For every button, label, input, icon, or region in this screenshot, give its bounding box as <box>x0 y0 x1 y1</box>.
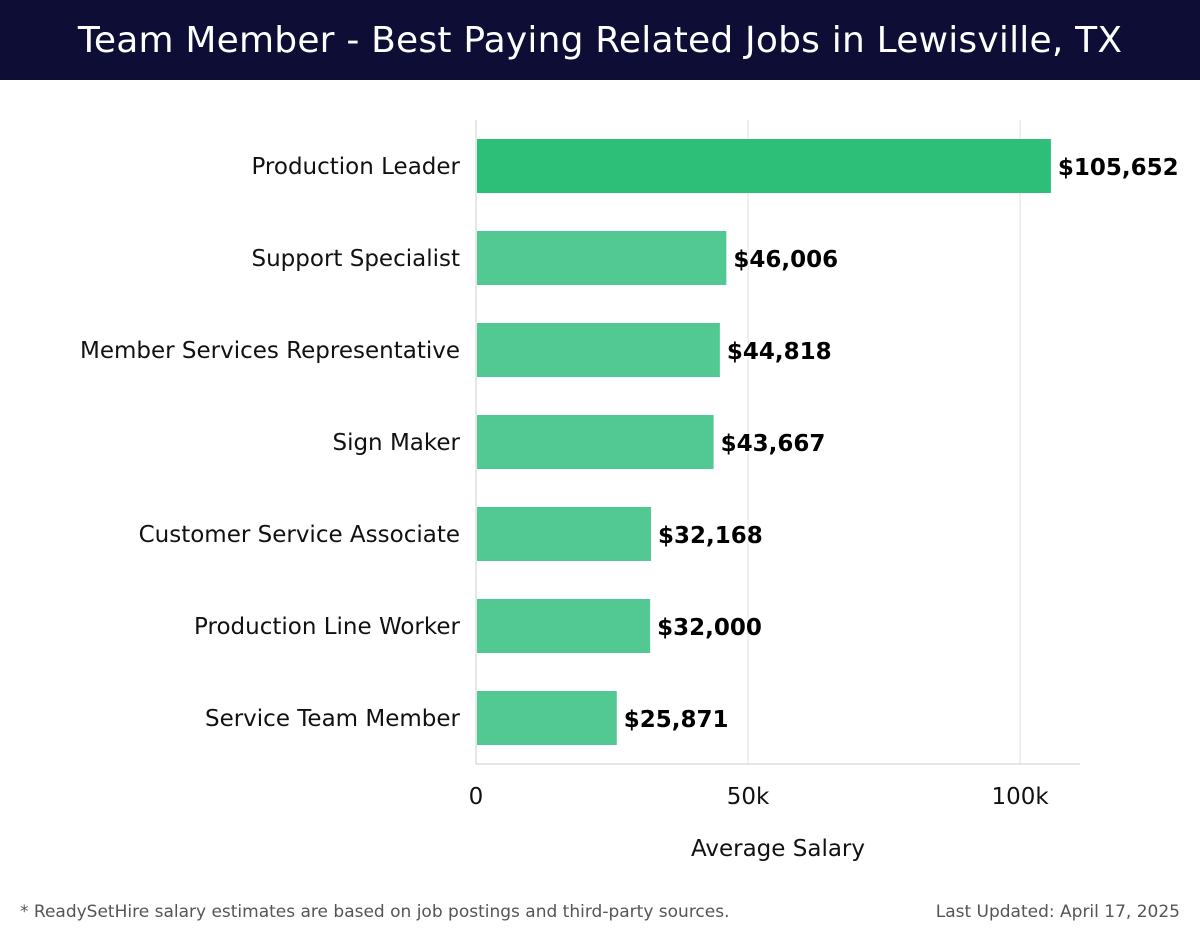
bar <box>477 599 651 653</box>
x-axis-title: Average Salary <box>691 836 865 862</box>
value-label: $25,871 <box>624 707 729 733</box>
bar <box>477 231 727 285</box>
category-label: Member Services Representative <box>80 338 460 364</box>
chart-title: Team Member - Best Paying Related Jobs i… <box>77 19 1123 61</box>
bar <box>477 323 720 377</box>
value-label: $105,652 <box>1058 155 1179 181</box>
category-label: Production Line Worker <box>194 614 460 640</box>
category-label: Support Specialist <box>252 246 461 272</box>
bar-chart: Production Leader $105,652 Support Special… <box>80 120 1179 862</box>
x-tick-label: 100k <box>992 784 1050 810</box>
bar <box>477 507 652 561</box>
category-label: Service Team Member <box>205 706 461 732</box>
bar <box>477 139 1051 193</box>
value-label: $46,006 <box>733 247 838 273</box>
title-banner: Team Member - Best Paying Related Jobs i… <box>0 0 1200 80</box>
x-tick-label: 50k <box>727 784 770 810</box>
bar <box>477 691 617 745</box>
category-label: Production Leader <box>251 154 460 180</box>
value-label: $32,168 <box>658 523 763 549</box>
category-label: Customer Service Associate <box>139 522 460 548</box>
value-label: $44,818 <box>727 339 832 365</box>
value-label: $43,667 <box>721 431 826 457</box>
footnote: * ReadySetHire salary estimates are base… <box>20 902 730 922</box>
value-label: $32,000 <box>657 615 762 641</box>
category-label: Sign Maker <box>332 430 460 456</box>
bar <box>477 415 714 469</box>
last-updated: Last Updated: April 17, 2025 <box>935 902 1180 922</box>
x-tick-label: 0 <box>469 784 484 810</box>
